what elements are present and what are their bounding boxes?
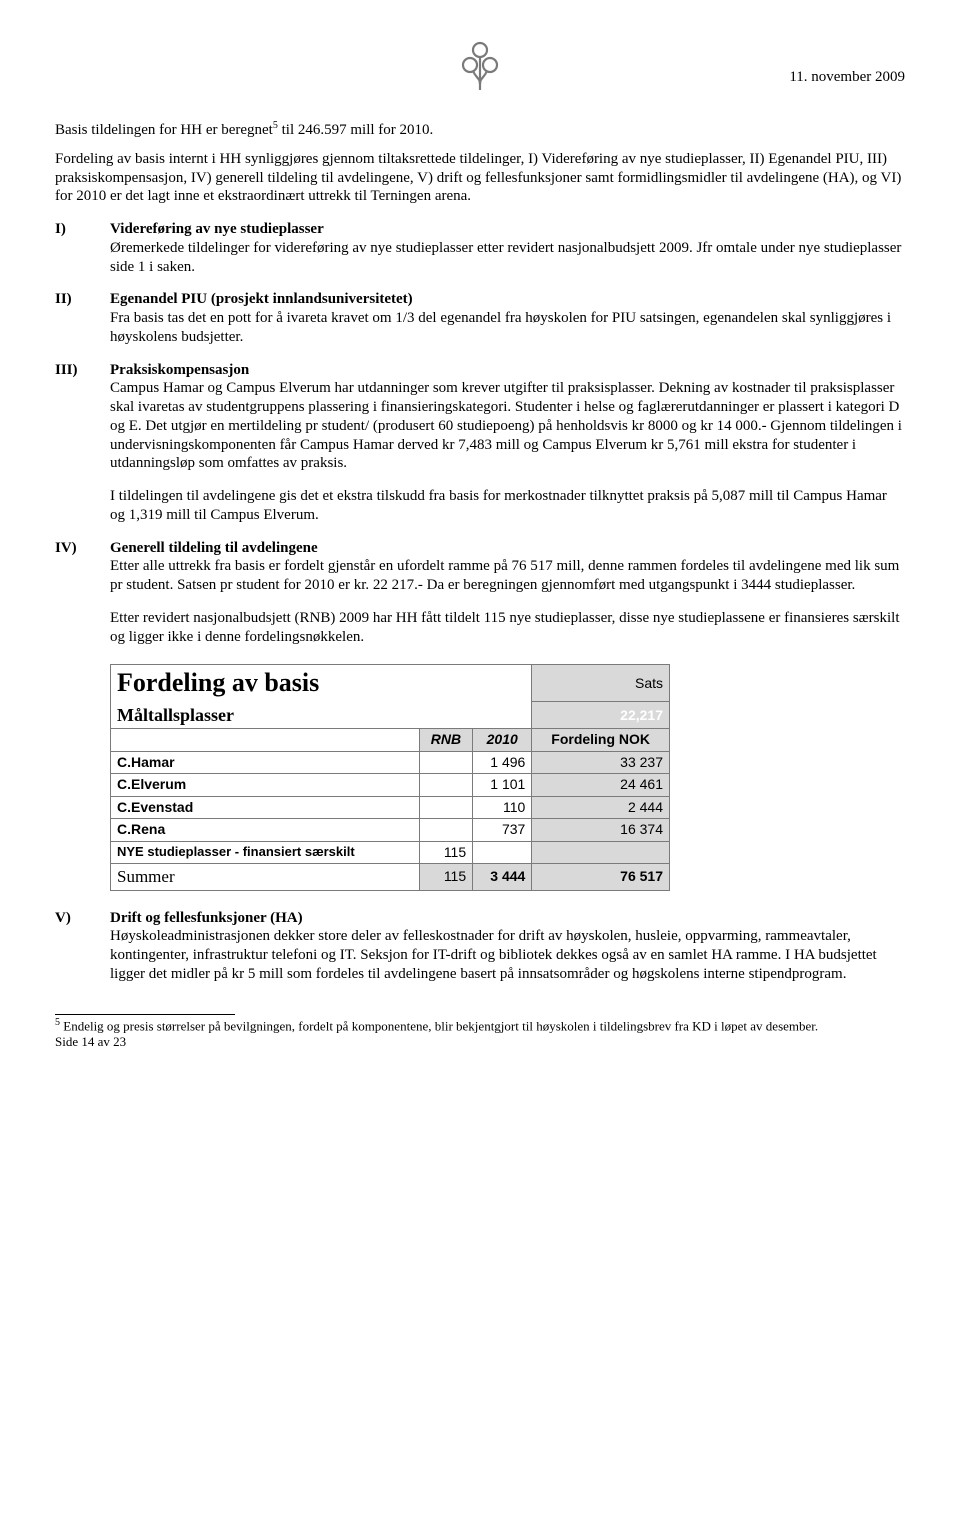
table-row-summer: Summer 115 3 444 76 517: [111, 864, 670, 890]
section-II-body: Fra basis tas det en pott for å ivareta …: [110, 310, 891, 345]
table-row: C.Elverum 1 101 24 461: [111, 774, 670, 797]
section-I-body: Øremerkede tildelinger for videreføring …: [110, 240, 901, 275]
section-V-title: Drift og fellesfunksjoner (HA): [110, 910, 303, 926]
section-V-label: V): [55, 909, 110, 984]
row-2010: 737: [473, 819, 532, 842]
intro-line: Basis tildelingen for HH er beregnet5 ti…: [55, 120, 905, 140]
table-row-nye: NYE studieplasser - finansiert særskilt …: [111, 841, 670, 864]
section-IV-body2: Etter revidert nasjonalbudsjett (RNB) 20…: [110, 609, 905, 647]
section-III-title: Praksiskompensasjon: [110, 362, 249, 378]
row-2010: 1 101: [473, 774, 532, 797]
summer-2010: 3 444: [473, 864, 532, 890]
col-2010: 2010: [473, 729, 532, 752]
row-nok: 16 374: [532, 819, 670, 842]
fordeling-table-wrap: Fordeling av basis Sats Måltallsplasser …: [110, 664, 905, 890]
page-header: 11. november 2009: [55, 40, 905, 110]
row-rnb: [419, 819, 472, 842]
row-label: C.Hamar: [111, 751, 420, 774]
table-row: C.Hamar 1 496 33 237: [111, 751, 670, 774]
row-rnb: [419, 751, 472, 774]
sats-value: 22,217: [532, 702, 670, 729]
section-V: V) Drift og fellesfunksjoner (HA) Høysko…: [55, 909, 905, 984]
section-I: I) Videreføring av nye studieplasser Øre…: [55, 220, 905, 276]
row-nok: 24 461: [532, 774, 670, 797]
section-III-body2: I tildelingen til avdelingene gis det et…: [110, 487, 905, 525]
header-date: 11. november 2009: [789, 68, 905, 87]
section-IV-label: IV): [55, 539, 110, 595]
nye-2010: [473, 841, 532, 864]
section-III-label: III): [55, 361, 110, 474]
section-II-title: Egenandel PIU (prosjekt innlandsuniversi…: [110, 291, 413, 307]
section-II-label: II): [55, 290, 110, 346]
row-label: C.Evenstad: [111, 796, 420, 819]
sats-label: Sats: [532, 665, 670, 702]
section-I-title: Videreføring av nye studieplasser: [110, 221, 324, 237]
summer-label: Summer: [111, 864, 420, 890]
logo-icon: [458, 40, 502, 96]
paragraph-2: Fordeling av basis internt i HH synliggj…: [55, 150, 905, 206]
section-IV-title: Generell tildeling til avdelingene: [110, 540, 318, 556]
section-II: II) Egenandel PIU (prosjekt innlandsuniv…: [55, 290, 905, 346]
fordeling-table: Fordeling av basis Sats Måltallsplasser …: [110, 664, 670, 890]
table-row: C.Evenstad 110 2 444: [111, 796, 670, 819]
col-fordeling: Fordeling NOK: [532, 729, 670, 752]
intro-text-b: til 246.597 mill for 2010.: [278, 122, 433, 138]
table-row: C.Rena 737 16 374: [111, 819, 670, 842]
nye-nok: [532, 841, 670, 864]
nye-label: NYE studieplasser - finansiert særskilt: [111, 841, 420, 864]
nye-rnb: 115: [419, 841, 472, 864]
row-2010: 110: [473, 796, 532, 819]
footnote: 5 Endelig og presis størrelser på bevilg…: [55, 1017, 905, 1035]
section-III-body: Campus Hamar og Campus Elverum har utdan…: [110, 380, 902, 471]
section-IV-body: Etter alle uttrekk fra basis er fordelt …: [110, 558, 899, 593]
table-subhead: Måltallsplasser: [111, 702, 532, 729]
page-number: Side 14 av 23: [55, 1034, 905, 1050]
row-2010: 1 496: [473, 751, 532, 774]
row-rnb: [419, 796, 472, 819]
col-rnb: RNB: [419, 729, 472, 752]
section-I-label: I): [55, 220, 110, 276]
section-IV: IV) Generell tildeling til avdelingene E…: [55, 539, 905, 595]
section-III: III) Praksiskompensasjon Campus Hamar og…: [55, 361, 905, 474]
summer-rnb: 115: [419, 864, 472, 890]
row-label: C.Rena: [111, 819, 420, 842]
footnote-text: Endelig og presis størrelser på bevilgni…: [60, 1018, 818, 1033]
summer-nok: 76 517: [532, 864, 670, 890]
intro-text-a: Basis tildelingen for HH er beregnet: [55, 122, 273, 138]
section-V-body: Høyskoleadministrasjonen dekker store de…: [110, 928, 877, 982]
footnote-separator: [55, 1014, 235, 1015]
row-nok: 2 444: [532, 796, 670, 819]
row-label: C.Elverum: [111, 774, 420, 797]
row-rnb: [419, 774, 472, 797]
row-nok: 33 237: [532, 751, 670, 774]
table-title: Fordeling av basis: [111, 665, 532, 702]
